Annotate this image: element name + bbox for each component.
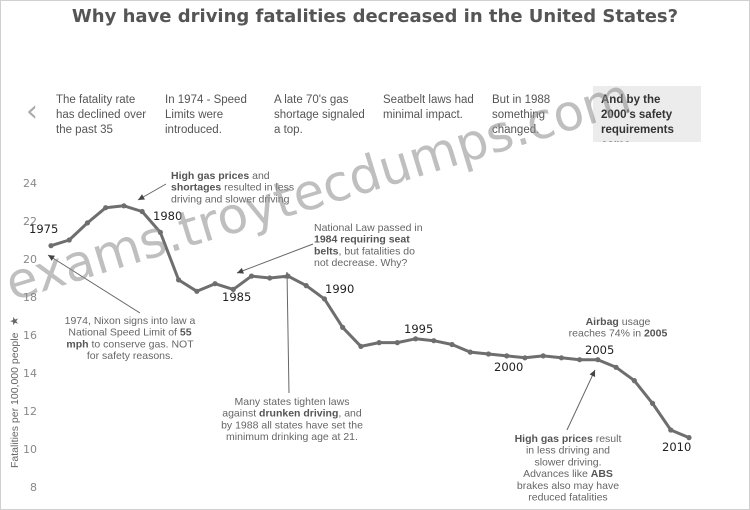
y-tick-label: 12 bbox=[23, 405, 37, 418]
story-step-text: Seatbelt laws had minimal impact. bbox=[383, 94, 474, 121]
arrow-head bbox=[138, 194, 145, 200]
year-label: 1980 bbox=[153, 209, 182, 223]
story-step-2[interactable]: In 1974 - Speed Limits were introduced. bbox=[157, 86, 265, 142]
data-point[interactable] bbox=[394, 340, 400, 346]
data-point[interactable] bbox=[558, 355, 565, 361]
y-axis-label: Fatalities per 100,000 people bbox=[9, 332, 21, 468]
chevron-left-icon[interactable]: ‹ bbox=[26, 94, 38, 129]
annotation-text: National Law passed in 1984 requiring sea… bbox=[314, 222, 423, 269]
story-step-5[interactable]: But in 1988 something changed. bbox=[484, 86, 592, 142]
story-step-text: And by the 2000's safety requirements ca… bbox=[601, 94, 674, 142]
annotation-arrow bbox=[286, 271, 290, 394]
story-step-text: In 1974 - Speed Limits were introduced. bbox=[165, 94, 247, 136]
year-label: 1990 bbox=[325, 282, 354, 296]
data-point[interactable] bbox=[121, 203, 127, 209]
series-line bbox=[50, 204, 690, 439]
data-point[interactable] bbox=[376, 340, 382, 346]
annotation-arrow bbox=[566, 369, 596, 431]
year-labels: 1975 1980 1985 1990 1995 2000 2005 2010 bbox=[29, 209, 691, 454]
story-step-text: The fatality rate has declined over the … bbox=[56, 94, 147, 136]
story-step-4[interactable]: Seatbelt laws had minimal impact. bbox=[375, 86, 483, 142]
y-tick-label: 18 bbox=[23, 291, 37, 304]
data-point[interactable] bbox=[84, 220, 91, 226]
data-point[interactable] bbox=[248, 273, 255, 279]
y-tick-label: 8 bbox=[30, 481, 37, 494]
story-step-6[interactable]: And by the 2000's safety requirements ca… bbox=[593, 86, 701, 142]
data-point[interactable] bbox=[668, 427, 674, 433]
story-step-text: But in 1988 something changed. bbox=[492, 94, 551, 136]
series-polyline bbox=[50, 204, 690, 439]
data-point[interactable] bbox=[540, 353, 546, 359]
data-point[interactable] bbox=[631, 378, 637, 384]
annotation-text: Airbag usage reaches 74% in 2005 bbox=[569, 316, 668, 340]
data-point[interactable] bbox=[358, 343, 364, 349]
data-point[interactable] bbox=[103, 205, 109, 211]
data-point[interactable] bbox=[449, 341, 455, 348]
data-point[interactable] bbox=[321, 296, 328, 302]
data-point[interactable] bbox=[595, 357, 601, 363]
svg-text:★: ★ bbox=[8, 316, 21, 326]
annotation-arrow bbox=[47, 254, 141, 314]
star-icon: ★ bbox=[8, 316, 21, 326]
data-point[interactable] bbox=[504, 353, 510, 359]
year-label: 2000 bbox=[494, 360, 523, 374]
data-point[interactable] bbox=[340, 324, 346, 330]
data-point[interactable] bbox=[194, 288, 200, 294]
annotations: High gas prices and shortages resulted in… bbox=[65, 170, 668, 504]
year-label: 2005 bbox=[585, 343, 614, 357]
story-step-text: A late 70's gas shortage signaled a top. bbox=[274, 94, 365, 136]
annotation-arrow bbox=[236, 243, 314, 274]
data-point[interactable] bbox=[48, 243, 54, 249]
data-point[interactable] bbox=[139, 208, 145, 215]
annotation-arrows bbox=[47, 183, 596, 431]
y-axis: 8 10 12 14 16 18 20 22 24 bbox=[23, 177, 37, 494]
annotation-text: High gas prices and shortages resulted in… bbox=[171, 170, 294, 205]
story-step-3[interactable]: A late 70's gas shortage signaled a top. bbox=[266, 86, 374, 142]
data-point[interactable] bbox=[522, 355, 528, 361]
arrow-head bbox=[589, 370, 596, 377]
data-point[interactable] bbox=[230, 286, 236, 292]
arrow-head bbox=[48, 255, 55, 261]
year-label: 2010 bbox=[662, 440, 691, 454]
y-tick-label: 10 bbox=[23, 443, 37, 456]
y-tick-label: 14 bbox=[23, 367, 37, 380]
data-point[interactable] bbox=[649, 400, 656, 406]
year-label: 1995 bbox=[404, 322, 433, 336]
year-label: 1985 bbox=[222, 290, 251, 304]
y-tick-label: 20 bbox=[23, 253, 37, 266]
data-point[interactable] bbox=[303, 283, 309, 289]
arrow-head bbox=[237, 267, 244, 274]
story-step-1[interactable]: The fatality rate has declined over the … bbox=[48, 86, 156, 142]
data-point[interactable] bbox=[66, 237, 72, 243]
story-steps: The fatality rate has declined over the … bbox=[48, 86, 702, 142]
y-tick-label: 24 bbox=[23, 177, 37, 190]
annotation-text: 1974, Nixon signs into law a National Spe… bbox=[65, 315, 196, 362]
data-point[interactable] bbox=[467, 349, 473, 355]
page-title: Why have driving fatalities decreased in… bbox=[71, 6, 679, 27]
data-point[interactable] bbox=[613, 364, 619, 370]
data-point[interactable] bbox=[267, 275, 273, 281]
data-point[interactable] bbox=[285, 273, 291, 279]
data-point[interactable] bbox=[176, 277, 182, 283]
data-point[interactable] bbox=[577, 357, 583, 363]
data-point[interactable] bbox=[212, 281, 218, 287]
data-point[interactable] bbox=[686, 435, 692, 441]
data-point[interactable] bbox=[157, 229, 163, 235]
data-points bbox=[48, 203, 692, 441]
y-tick-label: 22 bbox=[23, 215, 37, 228]
year-label: 1975 bbox=[29, 222, 58, 236]
data-point[interactable] bbox=[485, 351, 492, 357]
data-point[interactable] bbox=[431, 338, 437, 344]
data-point[interactable] bbox=[412, 336, 419, 342]
y-tick-label: 16 bbox=[23, 329, 37, 342]
annotation-text: High gas prices result in less driving an… bbox=[515, 433, 622, 504]
annotation-text: Many states tighten laws against drunken … bbox=[221, 396, 363, 443]
